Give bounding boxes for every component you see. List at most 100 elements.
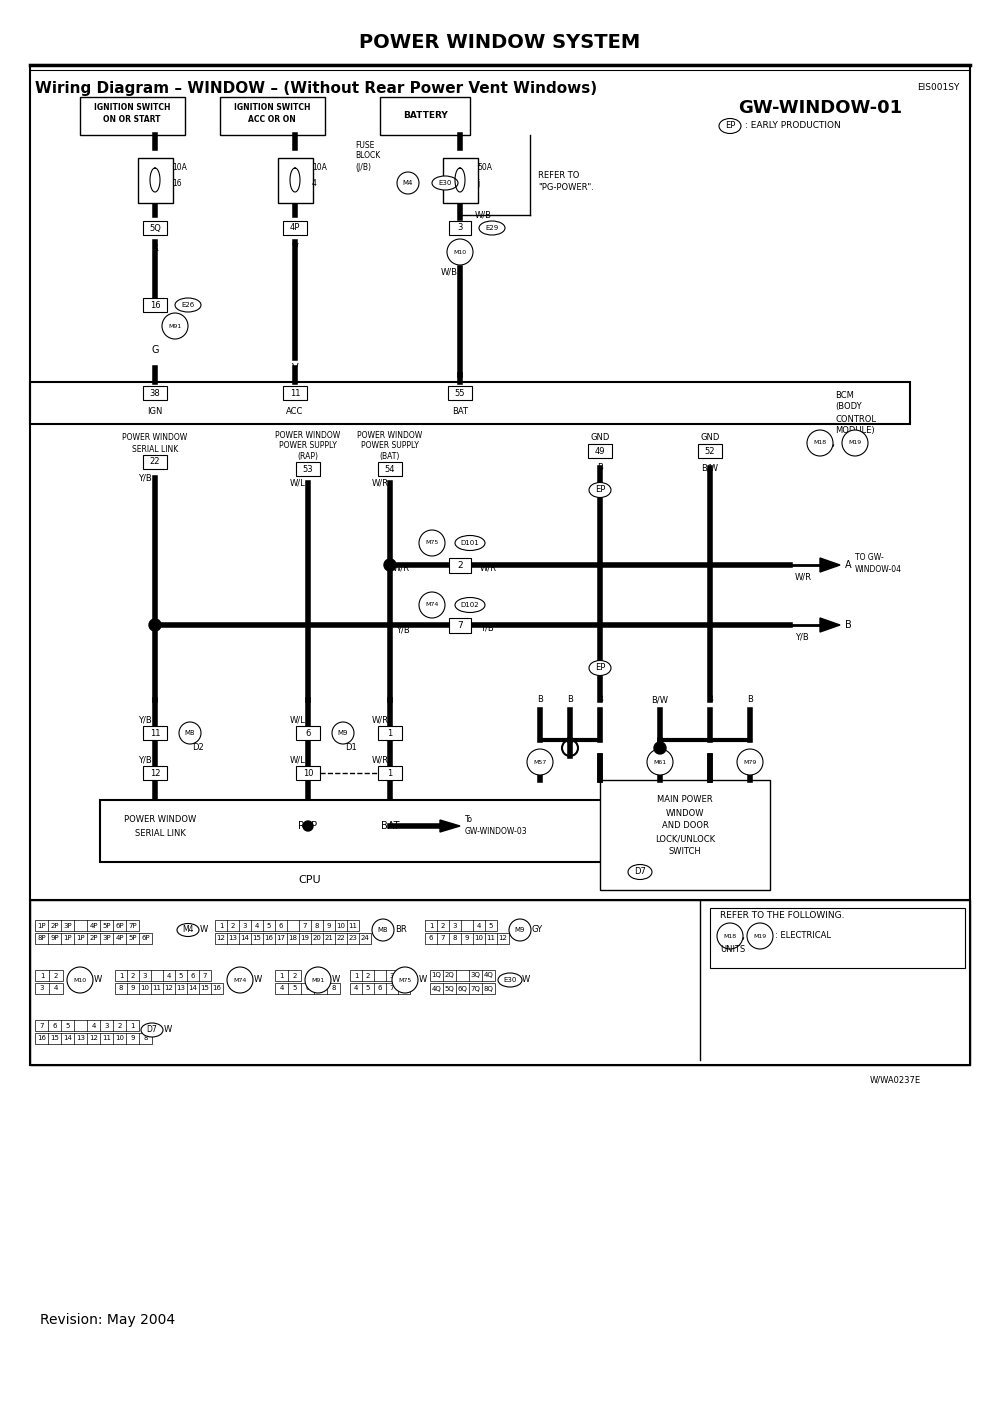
Circle shape [527,749,553,775]
Text: WINDOW-04: WINDOW-04 [855,566,902,574]
Ellipse shape [455,598,485,612]
Text: A: A [845,560,852,570]
Text: 6P: 6P [115,922,124,929]
Text: UNITS: UNITS [720,946,745,954]
Text: 53: 53 [303,465,313,474]
Text: 1P: 1P [76,936,85,942]
Text: 1: 1 [219,922,223,929]
Ellipse shape [589,482,611,498]
Text: BAT: BAT [381,822,399,831]
Text: 19: 19 [300,936,310,942]
Bar [215,921,359,930]
Text: GW-WINDOW-01: GW-WINDOW-01 [738,99,902,117]
Text: E29: E29 [485,225,499,230]
Text: POWER WINDOW: POWER WINDOW [124,816,196,824]
Text: 11: 11 [290,389,300,397]
Text: POWER SUPPLY: POWER SUPPLY [279,441,337,451]
Text: M8: M8 [378,928,388,933]
Bar [215,933,371,945]
Text: 12: 12 [150,768,160,778]
Text: B: B [747,696,753,704]
Bar [30,65,970,1065]
Text: 4: 4 [54,986,58,991]
Text: B/W: B/W [652,696,668,704]
Text: BR: BR [395,926,407,935]
Text: M4: M4 [182,926,194,935]
Text: 4P: 4P [89,922,98,929]
Text: 8: 8 [331,986,336,991]
Circle shape [179,723,201,744]
Text: 5P: 5P [128,936,137,942]
Bar [600,781,770,889]
Bar [35,970,63,981]
Text: M10: M10 [453,249,467,255]
Text: 11: 11 [152,986,162,991]
Text: 3P: 3P [102,936,111,942]
Bar [283,221,307,235]
Text: 12: 12 [89,1035,98,1042]
Text: 54: 54 [385,465,395,474]
Text: "PG-POWER".: "PG-POWER". [538,182,594,191]
Text: 12: 12 [217,936,225,942]
Text: 4: 4 [91,1022,96,1028]
Text: RAP: RAP [298,822,318,831]
Text: ON OR START: ON OR START [103,116,161,124]
Text: (BODY: (BODY [835,403,862,411]
Text: 1: 1 [119,973,123,978]
Bar [378,462,402,477]
Text: 6: 6 [378,986,382,991]
Text: E30: E30 [438,180,452,187]
Ellipse shape [628,864,652,880]
Text: M74: M74 [233,977,247,983]
Text: 3P: 3P [63,922,72,929]
Circle shape [332,723,354,744]
Text: B: B [537,696,543,704]
Text: CPU: CPU [299,875,321,885]
Bar [143,221,167,235]
Bar [115,983,223,994]
Text: M19: M19 [848,441,862,445]
Text: 7: 7 [457,621,463,629]
Text: 5Q: 5Q [149,223,161,232]
Text: B: B [845,619,852,631]
Text: 38: 38 [150,389,160,397]
Text: 7: 7 [318,986,323,991]
Text: GND: GND [700,434,720,443]
Text: 2P: 2P [89,936,98,942]
Text: 8P: 8P [37,936,46,942]
Text: 8Q: 8Q [484,986,493,991]
Text: 4: 4 [477,922,481,929]
Text: 6: 6 [279,922,283,929]
Text: R: R [152,243,158,253]
Text: M10: M10 [73,977,87,983]
Text: REFER TO: REFER TO [538,171,579,180]
Text: IGN: IGN [147,407,163,417]
Text: 4: 4 [354,986,358,991]
Text: 7: 7 [203,973,207,978]
Text: 1: 1 [429,922,433,929]
Bar [143,455,167,469]
Text: 5: 5 [366,986,370,991]
Polygon shape [820,559,840,573]
Text: 5: 5 [267,922,271,929]
Text: 16: 16 [150,301,160,310]
Text: POWER WINDOW: POWER WINDOW [357,430,423,440]
Text: 10A: 10A [172,164,187,173]
Circle shape [384,559,396,571]
Text: 2: 2 [117,1022,122,1028]
Text: W: W [164,1025,172,1035]
Text: 4: 4 [167,973,171,978]
Text: 8: 8 [143,1035,148,1042]
Text: 1: 1 [387,728,393,738]
Text: 10A: 10A [312,164,327,173]
Text: 1: 1 [40,973,44,978]
Text: (BAT): (BAT) [380,452,400,461]
Text: D1: D1 [345,744,357,752]
Text: 7: 7 [441,936,445,942]
Text: Y/B: Y/B [480,624,494,632]
Bar [278,157,312,202]
Text: 1: 1 [130,1022,135,1028]
Text: B/W: B/W [702,464,718,472]
Text: EP: EP [725,122,735,130]
Bar [35,1019,139,1031]
